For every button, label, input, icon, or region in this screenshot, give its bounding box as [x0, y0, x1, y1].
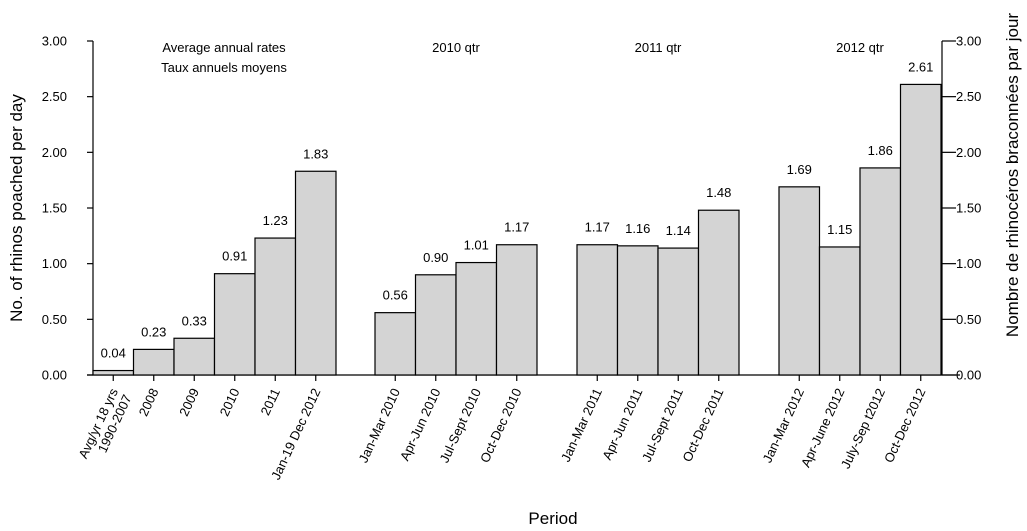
y-axis-right-title: Nombre de rhinocéros braconnées par jour [1003, 13, 1022, 337]
category-label: Oct-Dec 2012 [881, 386, 928, 465]
bar [254, 237, 297, 376]
y-tick-label-left: 2.00 [42, 145, 67, 160]
value-label: 1.48 [706, 185, 731, 200]
category-label-line: Oct-Dec 2010 [477, 386, 524, 465]
bar [374, 312, 417, 376]
category-label: Oct-Dec 2010 [477, 386, 524, 465]
category-label: Oct-Dec 2011 [679, 386, 726, 464]
y-tick-label-right: 1.00 [956, 256, 981, 271]
y-tick-label-left: 1.50 [42, 201, 67, 216]
category-label: 2008 [136, 386, 162, 419]
category-label: Jul-Sept 2011 [639, 386, 686, 464]
bar [657, 247, 700, 376]
bar [859, 167, 902, 376]
y-tick-label-right: 0.50 [956, 312, 981, 327]
category-label-line: Jul-Sept 2011 [639, 386, 686, 464]
category-label: Jan-Mar 2011 [558, 386, 605, 464]
value-label: 1.17 [504, 220, 529, 235]
x-axis-title: Period [528, 509, 577, 528]
bar [899, 83, 942, 376]
bar [294, 170, 337, 376]
y-tick-label-right: 3.00 [956, 34, 981, 49]
category-label-line: Oct-Dec 2011 [679, 386, 726, 464]
bar [576, 244, 619, 376]
bar [616, 245, 659, 376]
category-label-line: 2008 [136, 386, 162, 419]
bar [495, 244, 538, 376]
bar [173, 337, 216, 376]
category-label-line: Apr-Jun 2011 [599, 386, 645, 462]
value-label: 0.90 [423, 250, 448, 265]
value-label: 2.61 [908, 59, 933, 74]
value-label: 0.33 [182, 313, 207, 328]
y-tick-label-left: 0.50 [42, 312, 67, 327]
bar [697, 209, 740, 376]
y-tick-label-right: 1.50 [956, 201, 981, 216]
category-label: 2011 [258, 386, 283, 418]
bar [132, 348, 175, 376]
value-label: 0.23 [141, 324, 166, 339]
category-label: 2010 [217, 386, 243, 419]
value-label: 1.69 [787, 162, 812, 177]
group-title: 2010 qtr [432, 40, 480, 55]
bars [92, 83, 942, 376]
bar [778, 186, 821, 376]
value-label: 1.14 [666, 223, 691, 238]
bar [92, 369, 135, 376]
value-label: 1.23 [263, 213, 288, 228]
group-title: Taux annuels moyens [161, 60, 287, 75]
category-label: Jan-Mar 2010 [355, 386, 402, 465]
category-label-line: Apr-June 2012 [798, 386, 848, 470]
value-label: 1.86 [868, 143, 893, 158]
value-label: 1.16 [625, 221, 650, 236]
y-tick-label-left: 1.00 [42, 256, 67, 271]
y-tick-label-left: 0.00 [42, 368, 67, 383]
category-label: Apr-Jun 2010 [397, 386, 444, 463]
category-label-line: 2009 [176, 386, 202, 419]
group-title: 2011 qtr [635, 40, 682, 55]
y-tick-label-right: 0.00 [956, 368, 981, 383]
value-label: 0.04 [101, 346, 126, 361]
category-label-line: Jul-Sept 2010 [436, 386, 484, 465]
category-label-line: 2011 [258, 386, 283, 418]
bar [414, 274, 457, 376]
y-tick-label-right: 2.50 [956, 89, 981, 104]
y-axis-title: No. of rhinos poached per day [7, 94, 26, 322]
group-title: Average annual rates [162, 40, 286, 55]
bar [818, 246, 861, 376]
category-label: Jan-Mar 2012 [759, 386, 806, 465]
bar [213, 273, 256, 376]
category-label: Avg/yr 18 yrs1990-2007 [75, 385, 134, 467]
y-tick-label-right: 2.00 [956, 145, 981, 160]
y-tick-label-left: 2.50 [42, 89, 67, 104]
value-label: 1.17 [585, 220, 610, 235]
category-label: Apr-June 2012 [798, 386, 848, 470]
y-tick-label-left: 3.00 [42, 34, 67, 49]
bar [455, 261, 498, 376]
value-label: 0.56 [383, 288, 408, 303]
value-label: 0.91 [222, 249, 247, 264]
category-label: 2009 [176, 386, 202, 419]
group-title: 2012 qtr [836, 40, 884, 55]
category-label-line: Oct-Dec 2012 [881, 386, 928, 465]
value-label: 1.83 [303, 146, 328, 161]
category-label-line: Jan-Mar 2012 [759, 386, 806, 465]
category-label-line: Jan-Mar 2010 [355, 386, 402, 465]
category-label-line: Jan-Mar 2011 [558, 386, 605, 464]
category-label-line: Apr-Jun 2010 [397, 386, 444, 463]
value-label: 1.01 [464, 238, 489, 253]
category-label-line: 2010 [217, 386, 243, 419]
value-label: 1.15 [827, 222, 852, 237]
category-label: Jul-Sept 2010 [436, 386, 484, 465]
category-label: Apr-Jun 2011 [599, 386, 645, 462]
